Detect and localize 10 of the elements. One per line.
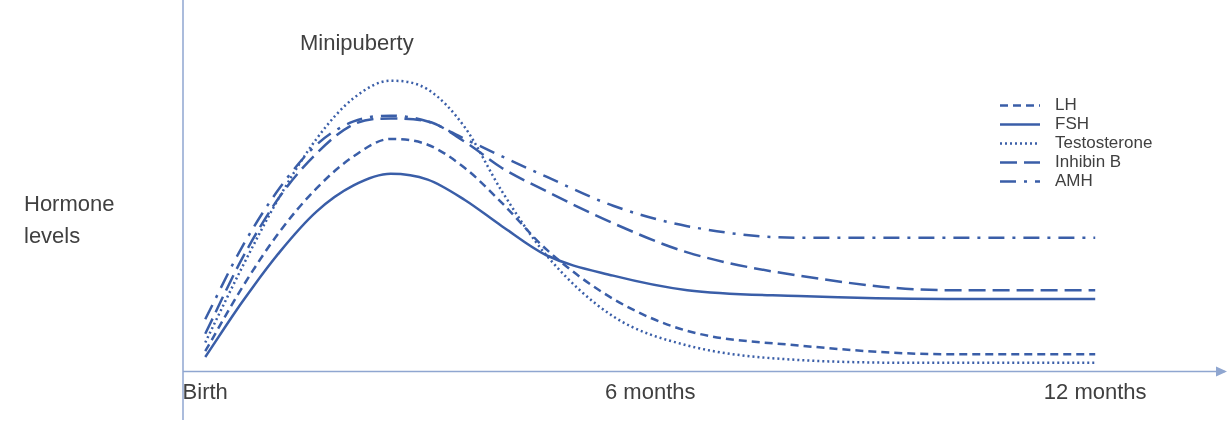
legend-label: Testosterone [1055, 133, 1153, 153]
legend-label: Inhibin B [1055, 152, 1122, 172]
legend-label: FSH [1055, 114, 1089, 134]
legend-label: LH [1055, 95, 1077, 115]
y-axis-title: Hormone levels [24, 190, 116, 250]
x-tick-label: 12 months [1043, 378, 1147, 404]
text: Minipuberty [300, 30, 414, 56]
legend-label: AMH [1055, 171, 1093, 191]
x-tick-label: Birth [182, 378, 228, 404]
x-tick-label: 6 months [604, 378, 696, 404]
